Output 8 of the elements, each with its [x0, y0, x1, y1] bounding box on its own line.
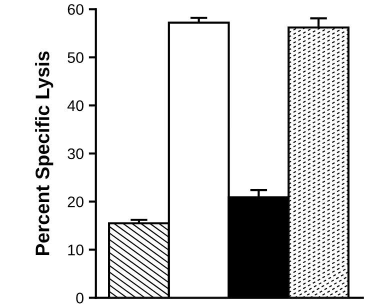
y-tick-label: 50 [68, 52, 84, 63]
y-tick-label: 60 [68, 4, 84, 15]
y-tick-label: 20 [68, 196, 84, 208]
y-tick-label: 10 [68, 244, 84, 256]
y-axis-title: Percent Specific Lysis [35, 51, 54, 256]
y-tick-label: 0 [76, 292, 84, 304]
y-tick-label: 40 [67, 100, 84, 112]
y-tick-label: 30 [68, 148, 84, 160]
